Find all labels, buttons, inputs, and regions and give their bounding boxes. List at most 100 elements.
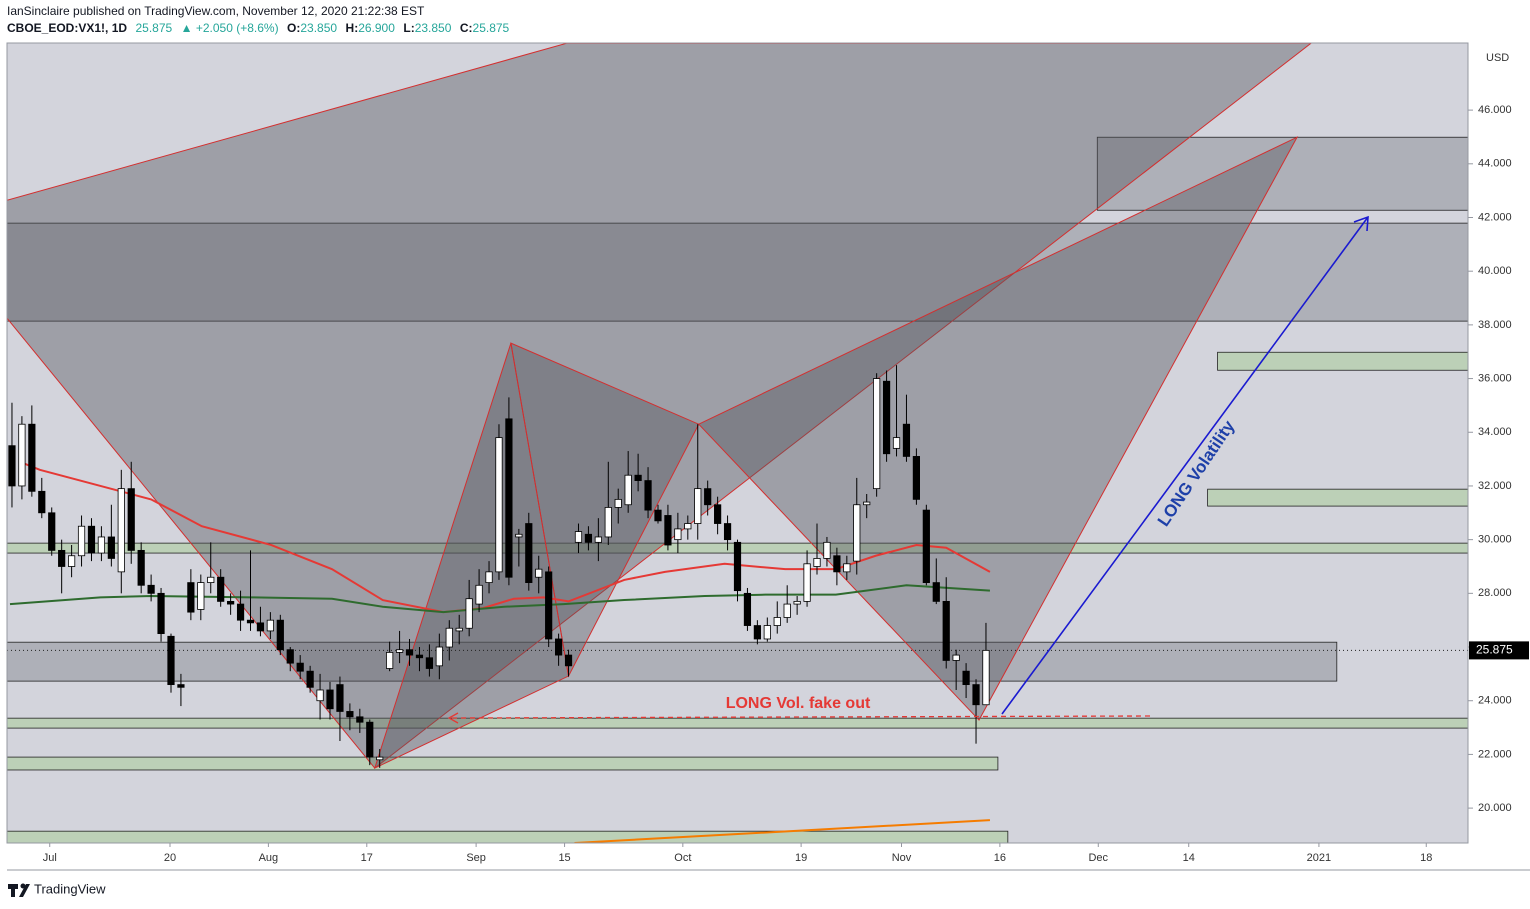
candle-body xyxy=(892,437,901,449)
candle-body xyxy=(157,592,165,635)
y-tick-label: 42.000 xyxy=(1478,211,1512,223)
candle-body xyxy=(793,600,801,605)
candle-body xyxy=(555,638,563,656)
candle-body xyxy=(68,555,76,567)
x-tick-label: Oct xyxy=(674,852,691,864)
candle-body xyxy=(773,617,781,626)
candle-body xyxy=(823,541,831,559)
candle-body xyxy=(217,576,225,602)
candle-body xyxy=(584,533,593,543)
candle-body xyxy=(276,619,284,651)
candle-body xyxy=(306,670,314,688)
candle-body xyxy=(723,523,732,541)
candle-body xyxy=(644,480,652,511)
candle-body xyxy=(187,582,195,613)
plot-border xyxy=(6,42,1469,844)
x-tick-label: 14 xyxy=(1183,852,1195,864)
zone xyxy=(1096,136,1468,211)
candle-body xyxy=(952,654,960,661)
candle-body xyxy=(87,525,96,554)
symbol-line: CBOE_EOD:VX1!, 1D 25.875 ▲ +2.050 (+8.6%… xyxy=(7,20,510,37)
candle-body xyxy=(843,563,851,573)
x-tick-label: 15 xyxy=(558,852,570,864)
y-tick-label: 40.000 xyxy=(1478,265,1512,277)
candle-body xyxy=(574,531,583,543)
candle-body xyxy=(356,716,364,723)
candle-body xyxy=(405,649,414,656)
candle-body xyxy=(48,512,56,551)
y-tick-label: 44.000 xyxy=(1478,158,1512,170)
candle-body xyxy=(197,582,205,610)
candle-body xyxy=(8,445,16,487)
price: 25.875 xyxy=(135,21,172,35)
x-tick-label: 20 xyxy=(164,852,176,864)
candle-body xyxy=(77,525,86,557)
candle-body xyxy=(873,378,881,490)
candle-body xyxy=(882,380,891,455)
x-tick-label: Sep xyxy=(466,852,486,864)
zone xyxy=(7,222,1468,322)
currency: USD xyxy=(1486,52,1509,64)
candle-body xyxy=(415,654,424,659)
candle-body xyxy=(475,584,483,605)
candle-body xyxy=(366,721,374,758)
candle-body xyxy=(147,584,155,594)
ohlc-value: 23.850 xyxy=(415,21,452,35)
last-price-box xyxy=(1469,641,1529,660)
candle-body xyxy=(266,619,274,632)
candle-body xyxy=(326,689,334,710)
candle-body xyxy=(117,488,125,573)
moving-average xyxy=(19,460,991,614)
candle-body xyxy=(395,649,404,653)
candle-body xyxy=(28,423,36,492)
y-tick-label: 20.000 xyxy=(1478,802,1512,814)
ohlc-value: 25.875 xyxy=(473,21,510,35)
x-tick-label: 19 xyxy=(795,852,807,864)
x-tick-label: 18 xyxy=(1420,852,1432,864)
y-tick-label: 24.000 xyxy=(1478,695,1512,707)
symbol: CBOE_EOD:VX1!, 1D xyxy=(7,21,127,35)
candle-body xyxy=(515,533,523,538)
x-tick-label: 2021 xyxy=(1307,852,1331,864)
zone xyxy=(1217,351,1468,371)
candle-body xyxy=(316,689,324,702)
candle-body xyxy=(664,515,672,546)
candle-body xyxy=(455,627,463,632)
candle-body xyxy=(137,549,145,586)
candle-body xyxy=(535,568,543,578)
candle-body xyxy=(495,437,503,573)
candle-body xyxy=(912,456,920,500)
candle-body xyxy=(803,563,811,602)
x-tick-label: Jul xyxy=(43,852,57,864)
candle-body xyxy=(982,649,990,706)
last-price-label: 25.875 xyxy=(1476,643,1513,657)
candle-body xyxy=(684,523,692,530)
candle-body xyxy=(177,684,185,688)
candle-body xyxy=(942,600,950,661)
candle-body xyxy=(932,582,940,602)
ohlc-key: H: xyxy=(346,21,359,35)
candle-body xyxy=(604,507,612,538)
arrow-long-vol xyxy=(1001,215,1369,715)
candle-body xyxy=(594,536,602,543)
candle-body xyxy=(38,490,46,514)
harmonic-pattern xyxy=(7,43,1313,769)
candle-body xyxy=(465,598,473,629)
x-tick-label: 17 xyxy=(361,852,373,864)
y-tick-label: 38.000 xyxy=(1478,319,1512,331)
candle-body xyxy=(346,711,354,718)
candle-body xyxy=(902,423,911,457)
candle-body xyxy=(654,509,662,522)
candle-body xyxy=(336,684,344,712)
annotation-fake-out: LONG Vol. fake out xyxy=(726,695,871,712)
candle-body xyxy=(634,474,642,481)
zone xyxy=(7,830,1009,843)
candle-body xyxy=(733,541,742,592)
candle-body xyxy=(704,488,712,506)
candle-body xyxy=(246,619,255,624)
candle-body xyxy=(833,555,841,573)
candle-body xyxy=(127,488,135,551)
moving-average xyxy=(9,584,991,614)
candle-body xyxy=(296,662,304,672)
